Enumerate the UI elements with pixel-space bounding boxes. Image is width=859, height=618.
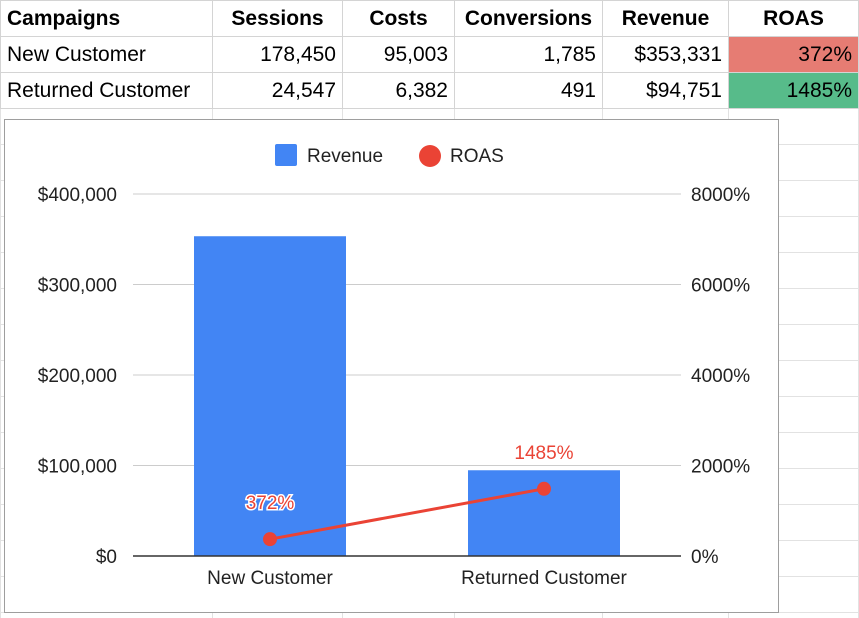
- roas-point: [263, 532, 277, 547]
- header-revenue[interactable]: Revenue: [602, 0, 729, 37]
- cell-costs[interactable]: 95,003: [342, 36, 455, 73]
- cell-conversions[interactable]: 491: [454, 72, 603, 109]
- legend-revenue-swatch: [275, 144, 297, 166]
- left-axis-tick-label: $300,000: [38, 276, 117, 297]
- table-row: Returned Customer 24,547 6,382 491 $94,7…: [0, 72, 859, 109]
- category-label: Returned Customer: [461, 568, 627, 589]
- header-conversions[interactable]: Conversions: [454, 0, 603, 37]
- cell-conversions[interactable]: 1,785: [454, 36, 603, 73]
- roas-point: [537, 481, 551, 496]
- header-campaigns[interactable]: Campaigns: [0, 0, 213, 37]
- cell-revenue[interactable]: $353,331: [602, 36, 729, 73]
- header-row: Campaigns Sessions Costs Conversions Rev…: [0, 0, 859, 37]
- cell-costs[interactable]: 6,382: [342, 72, 455, 109]
- cell-roas[interactable]: 372%: [728, 36, 859, 73]
- right-axis-tick-label: 6000%: [691, 276, 750, 297]
- legend-roas-label: ROAS: [450, 146, 504, 167]
- left-axis-tick-label: $400,000: [38, 185, 117, 206]
- revenue-bar: [194, 236, 346, 556]
- combo-chart[interactable]: $0 $100,000 $200,000 $300,000 $400,000 0% 2000…: [4, 119, 779, 613]
- right-axis-tick-label: 0%: [691, 547, 719, 568]
- cell-campaign[interactable]: Returned Customer: [0, 72, 213, 109]
- left-axis-tick-label: $200,000: [38, 366, 117, 387]
- cell-revenue[interactable]: $94,751: [602, 72, 729, 109]
- header-costs[interactable]: Costs: [342, 0, 455, 37]
- category-label: New Customer: [207, 568, 333, 589]
- legend-revenue-label: Revenue: [307, 146, 383, 167]
- left-axis-tick-label: $0: [96, 547, 117, 568]
- cell-sessions[interactable]: 24,547: [212, 72, 343, 109]
- roas-data-label: 1485%: [514, 443, 573, 464]
- right-axis-tick-label: 2000%: [691, 457, 750, 478]
- right-axis-tick-label: 4000%: [691, 366, 750, 387]
- left-axis-tick-label: $100,000: [38, 457, 117, 478]
- roas-data-label: 372%: [246, 493, 295, 514]
- chart-canvas: $0 $100,000 $200,000 $300,000 $400,000 0% 2000…: [38, 144, 750, 589]
- table-row: New Customer 178,450 95,003 1,785 $353,3…: [0, 36, 859, 73]
- roas-line: [269, 487, 545, 541]
- campaign-table: Campaigns Sessions Costs Conversions Rev…: [0, 0, 859, 109]
- cell-roas[interactable]: 1485%: [728, 72, 859, 109]
- cell-campaign[interactable]: New Customer: [0, 36, 213, 73]
- header-roas[interactable]: ROAS: [728, 0, 859, 37]
- header-sessions[interactable]: Sessions: [212, 0, 343, 37]
- cell-sessions[interactable]: 178,450: [212, 36, 343, 73]
- legend-roas-swatch: [419, 145, 441, 167]
- right-axis-tick-label: 8000%: [691, 185, 750, 206]
